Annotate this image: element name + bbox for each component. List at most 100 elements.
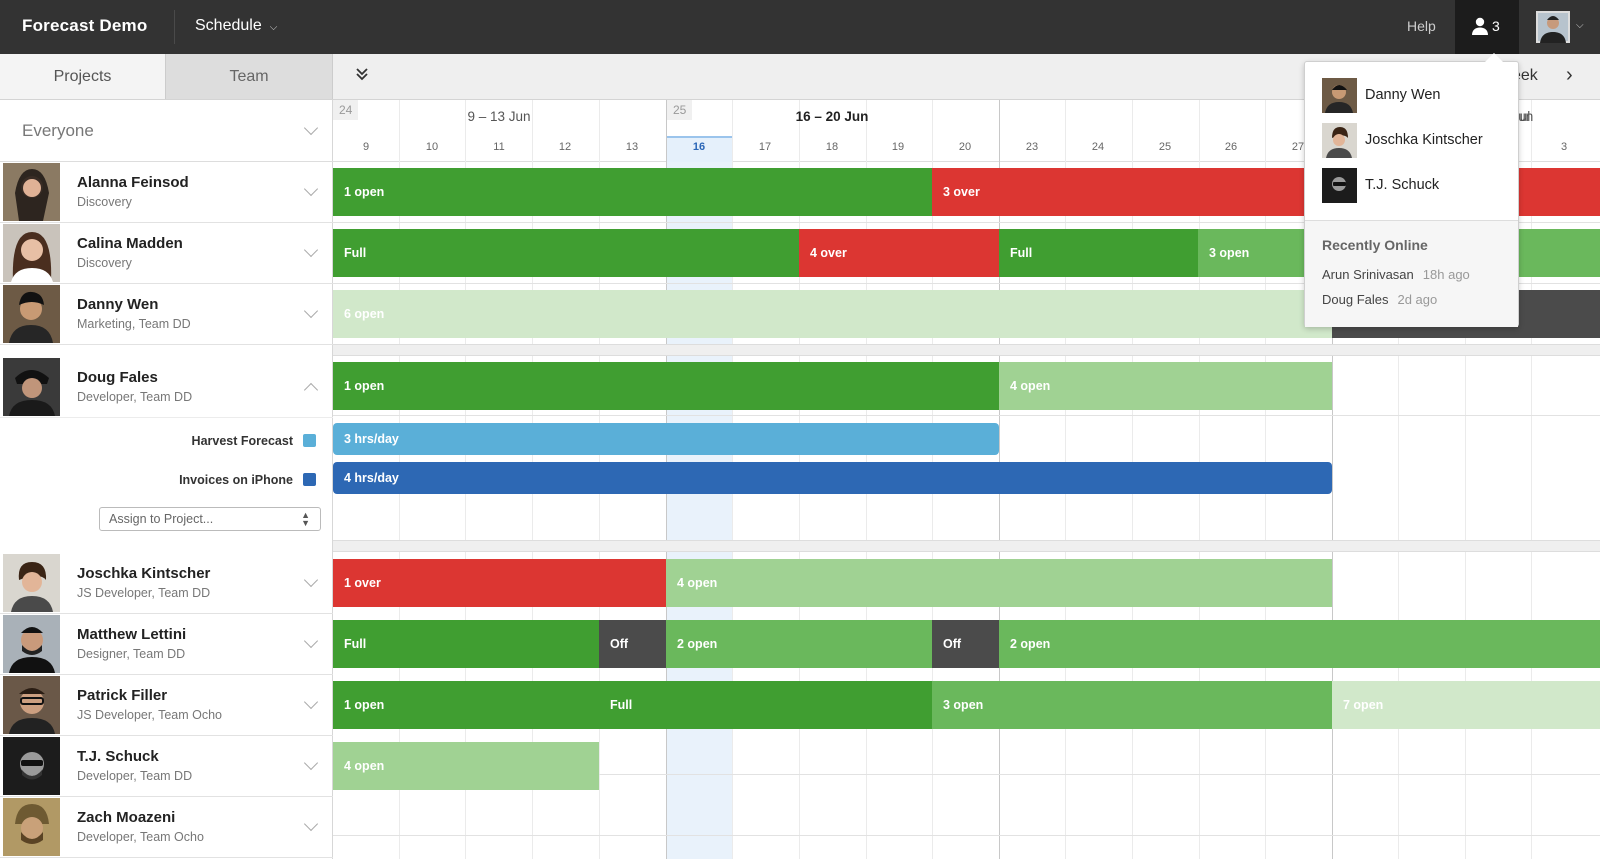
- person-row[interactable]: Joschka Kintscher JS Developer, Team DD: [0, 553, 333, 614]
- week-label: 9 – 13 Jun: [467, 109, 531, 124]
- project-name: Invoices on iPhone: [179, 473, 293, 487]
- person-role: Developer, Team DD: [77, 390, 193, 404]
- row-divider: [333, 835, 1600, 836]
- allocation-bar[interactable]: 3 open: [932, 681, 1332, 729]
- chevron-down-icon: ⌵: [269, 22, 278, 33]
- chevron-down-icon[interactable]: [303, 816, 319, 832]
- chevron-right-icon[interactable]: ›: [1566, 64, 1573, 86]
- allocation-bar[interactable]: 1 over: [333, 559, 666, 607]
- person-role: Discovery: [77, 195, 132, 209]
- color-swatch: [303, 473, 316, 486]
- project-name: Harvest Forecast: [191, 434, 293, 448]
- day-label: 18: [825, 141, 839, 153]
- day-label: 19: [891, 141, 905, 153]
- chevron-down-icon[interactable]: [303, 694, 319, 710]
- day-label: 25: [1158, 141, 1172, 153]
- time-off-bar[interactable]: Off: [599, 620, 666, 668]
- allocation-bar[interactable]: 2 open: [999, 620, 1600, 668]
- allocation-bar[interactable]: Full: [333, 620, 599, 668]
- day-label: 9: [362, 141, 370, 153]
- person-row[interactable]: Danny Wen Marketing, Team DD: [0, 284, 333, 345]
- person-row[interactable]: Calina Madden Discovery: [0, 223, 333, 284]
- person-row[interactable]: T.J. Schuck Developer, Team DD: [0, 736, 333, 797]
- day-label: 27: [1291, 141, 1305, 153]
- section-gap: [333, 540, 1600, 552]
- online-user-name: Joschka Kintscher: [1365, 132, 1483, 148]
- chevron-down-icon[interactable]: [303, 755, 319, 771]
- person-row[interactable]: Matthew Lettini Designer, Team DD: [0, 614, 333, 675]
- calendar-header: [333, 100, 1600, 162]
- recent-user-time: 18h ago: [1422, 267, 1470, 282]
- allocation-bar[interactable]: Full: [599, 681, 932, 729]
- tab-team[interactable]: Team: [166, 54, 333, 99]
- person-name: Matthew Lettini: [77, 626, 187, 643]
- person-name: Zach Moazeni: [77, 809, 176, 826]
- person-role: JS Developer, Team Ocho: [77, 708, 222, 722]
- allocation-bar[interactable]: Full: [333, 229, 799, 277]
- chevron-down-icon[interactable]: [303, 572, 319, 588]
- day-label: 13: [625, 141, 639, 153]
- chevron-down-icon[interactable]: [303, 633, 319, 649]
- avatar: [3, 224, 60, 282]
- allocation-bar[interactable]: 1 open: [333, 681, 599, 729]
- project-label: Invoices on iPhone: [179, 473, 316, 487]
- person-row[interactable]: Patrick Filler JS Developer, Team Ocho: [0, 675, 333, 736]
- online-user-name: T.J. Schuck: [1365, 177, 1440, 193]
- time-off-bar[interactable]: Off: [932, 620, 999, 668]
- expand-all-icon[interactable]: [355, 67, 369, 86]
- recently-online-heading: Recently Online: [1322, 237, 1428, 253]
- user-icon: [1472, 17, 1488, 35]
- allocation-bar[interactable]: Full: [999, 229, 1198, 277]
- day-label: 23: [1025, 141, 1039, 153]
- person-name: Danny Wen: [77, 296, 159, 313]
- person-row[interactable]: Zach Moazeni Developer, Team Ocho: [0, 797, 333, 858]
- allocation-bar[interactable]: 7 open: [1332, 681, 1600, 729]
- person-name: Patrick Filler: [77, 687, 168, 704]
- online-users-popover: Danny Wen Joschka Kintscher T.J. Schuck …: [1304, 53, 1519, 327]
- week-label: 16 – 20 Jun: [795, 109, 869, 124]
- tab-projects[interactable]: Projects: [0, 54, 166, 99]
- person-name: Alanna Feinsod: [77, 174, 189, 191]
- schedule-menu[interactable]: Schedule ⌵: [195, 17, 277, 35]
- allocation-bar[interactable]: 1 open: [333, 168, 932, 216]
- recent-user[interactable]: Arun Srinivasan 18h ago: [1322, 267, 1470, 282]
- project-assignment-bar[interactable]: 4 hrs/day: [333, 462, 1332, 494]
- person-row-expanded[interactable]: Doug Fales Developer, Team DD: [0, 357, 333, 418]
- allocation-bar[interactable]: 2 open: [666, 620, 932, 668]
- person-role: JS Developer, Team DD: [77, 586, 211, 600]
- person-role: Discovery: [77, 256, 132, 270]
- day-label: 26: [1224, 141, 1238, 153]
- recent-user-name: Doug Fales: [1322, 292, 1389, 307]
- avatar: [1322, 123, 1357, 158]
- allocation-bar[interactable]: 4 over: [799, 229, 999, 277]
- recent-user[interactable]: Doug Fales 2d ago: [1322, 292, 1437, 307]
- team-list: Everyone Alanna Feinsod Discovery Calina…: [0, 100, 333, 859]
- person-name: Calina Madden: [77, 235, 183, 252]
- avatar: [3, 163, 60, 221]
- filter-label: Everyone: [22, 121, 94, 140]
- project-assignment-bar[interactable]: 3 hrs/day: [333, 423, 999, 455]
- allocation-bar[interactable]: 4 open: [333, 742, 599, 790]
- assign-project-select[interactable]: Assign to Project... ▲ ▼: [99, 507, 321, 531]
- person-role: Developer, Team DD: [77, 769, 193, 783]
- chevron-down-icon[interactable]: [303, 242, 319, 258]
- chevron-down-icon[interactable]: [303, 181, 319, 197]
- allocation-bar[interactable]: 4 open: [999, 362, 1332, 410]
- account-avatar[interactable]: [1536, 11, 1570, 43]
- avatar: [3, 554, 60, 612]
- online-count: 3: [1492, 18, 1500, 34]
- help-link[interactable]: Help: [1407, 18, 1436, 34]
- filter-dropdown[interactable]: Everyone: [0, 100, 333, 162]
- person-name: Doug Fales: [77, 369, 158, 386]
- allocation-bar[interactable]: 4 open: [666, 559, 1332, 607]
- chevron-up-icon[interactable]: [303, 382, 319, 398]
- chevron-down-icon[interactable]: ⌵: [1576, 20, 1584, 31]
- app-title[interactable]: Forecast Demo: [22, 16, 148, 35]
- person-role: Designer, Team DD: [77, 647, 186, 661]
- allocation-bar[interactable]: 1 open: [333, 362, 999, 410]
- schedule-grid: 24 9 – 13 Jun 25 16 – 20 Jun 26 23 – 27 …: [333, 100, 1600, 859]
- chevron-down-icon[interactable]: [303, 303, 319, 319]
- online-users-button[interactable]: 3: [1455, 0, 1519, 54]
- person-row[interactable]: Alanna Feinsod Discovery: [0, 162, 333, 223]
